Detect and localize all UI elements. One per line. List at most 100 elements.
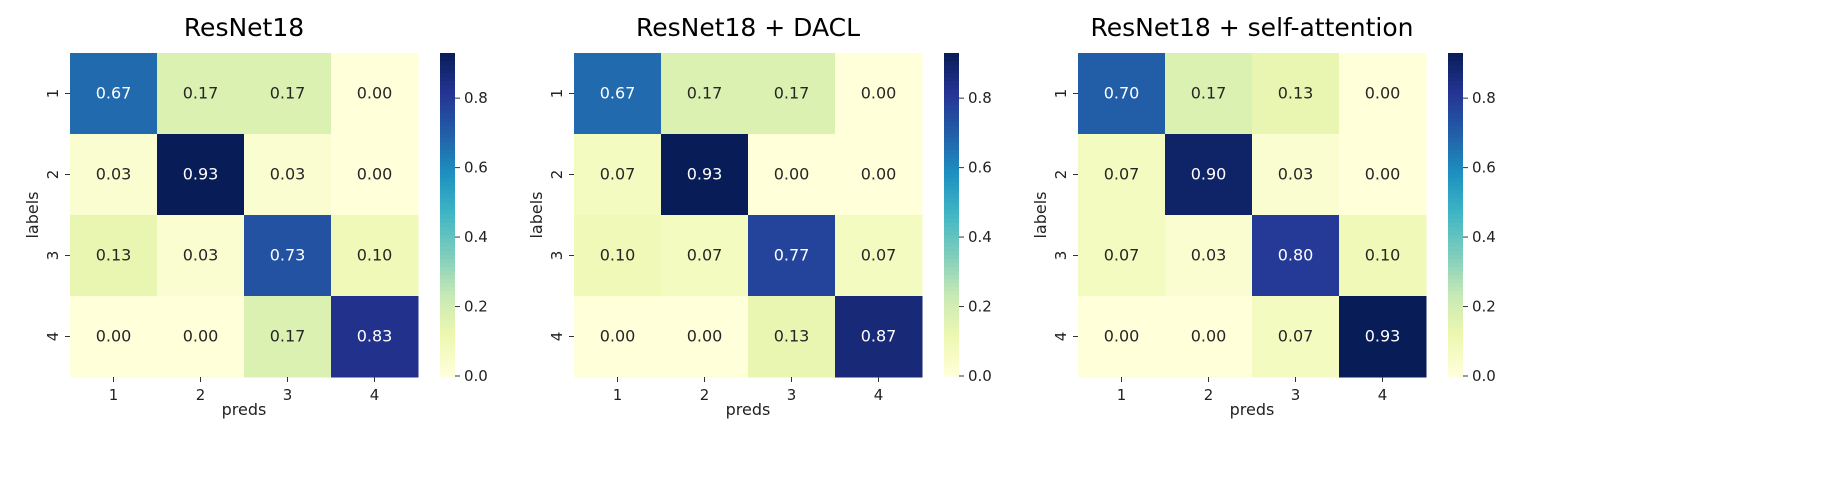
heatmap-cell [661,53,749,135]
colorbar-segment [944,206,959,212]
colorbar-segment [944,61,959,66]
heatmap-cell [70,53,158,135]
heatmap-cell [244,296,332,378]
colorbar-segment [1448,295,1463,300]
colorbar-segment [944,303,959,308]
cell-value-label: 0.00 [1365,165,1401,184]
colorbar-segment [1448,141,1463,147]
colorbar-segment [440,311,455,317]
cell-value-label: 0.80 [1278,246,1314,265]
heatmap-cell [331,134,419,216]
cell-value-label: 0.13 [774,327,810,346]
colorbar-segment [1448,61,1463,66]
panel-title: ResNet18 + DACL [636,13,860,42]
heatmap-cell [244,134,332,216]
colorbar-segment [944,367,959,373]
colorbar-tick-label: 0.4 [1472,228,1496,246]
heatmap-cell [1078,296,1166,378]
heatmap-cell [1165,215,1253,297]
y-tick-label: 2 [1052,170,1070,180]
colorbar-segment [1448,287,1463,292]
heatmap-cell [1339,53,1427,135]
heatmap-cell [244,215,332,297]
cell-value-label: 0.07 [600,165,636,184]
colorbar-segment [1448,186,1463,191]
colorbar-segment [1448,299,1463,304]
colorbar-segment [440,275,455,280]
colorbar-segment [944,81,959,86]
cell-value-label: 0.07 [861,246,897,265]
colorbar-segment [440,315,455,321]
heatmap-cell [331,296,419,378]
cell-value-label: 0.93 [687,165,723,184]
colorbar-segment [440,121,455,127]
cell-value-label: 0.03 [96,165,132,184]
colorbar-segment [440,170,455,175]
colorbar-segment [944,194,959,199]
colorbar-segment [440,65,455,70]
colorbar-segment [1448,97,1463,103]
heatmap-cell [1252,134,1340,216]
colorbar-segment [944,323,959,329]
colorbar-tick-label: 0.4 [968,228,992,246]
colorbar-segment [944,238,959,244]
colorbar-segment [944,347,959,353]
colorbar-segment [1448,198,1463,203]
colorbar-segment [1448,170,1463,175]
colorbar-segment [944,351,959,357]
colorbar-segment [440,174,455,179]
colorbar-segment [944,275,959,280]
colorbar-segment [440,113,455,119]
colorbar-segment [440,238,455,244]
cell-value-label: 0.07 [687,246,723,265]
colorbar-segment [1448,291,1463,296]
colorbar-segment [1448,230,1463,236]
colorbar-segment [440,226,455,232]
cell-value-label: 0.67 [96,84,132,103]
colorbar-segment [944,125,959,131]
cell-value-label: 0.17 [270,327,306,346]
colorbar-segment [440,271,455,276]
colorbar-segment [1448,238,1463,244]
colorbar-segment [440,101,455,107]
colorbar-segment [944,186,959,191]
heatmap-cell [157,215,245,297]
x-tick-label: 2 [700,386,710,404]
colorbar-segment [1448,137,1463,143]
colorbar-segment [1448,93,1463,99]
colorbar-segment [944,65,959,70]
heatmap-cell [70,215,158,297]
cell-value-label: 0.17 [270,84,306,103]
colorbar-segment [944,359,959,365]
heatmap-cell [661,296,749,378]
colorbar-segment [944,355,959,361]
colorbar-segment [440,299,455,304]
cell-value-label: 0.77 [774,246,810,265]
heatmap-cell [70,134,158,216]
colorbar-segment [1448,279,1463,284]
colorbar-segment [440,347,455,353]
cell-value-label: 0.00 [600,327,636,346]
colorbar-segment [1448,323,1463,329]
colorbar-segment [440,258,455,264]
heatmap-cell [835,53,923,135]
colorbar-segment [1448,283,1463,288]
colorbar-segment [1448,315,1463,321]
colorbar-segment [944,166,959,171]
colorbar-segment [944,137,959,143]
colorbar-segment [1448,117,1463,123]
colorbar-segment [440,218,455,224]
colorbar-segment [440,81,455,86]
cell-value-label: 0.07 [1104,165,1140,184]
colorbar-segment [440,303,455,308]
colorbar-segment [944,77,959,82]
colorbar-segment [944,69,959,74]
colorbar-segment [1448,226,1463,232]
heatmap-cell [157,53,245,135]
colorbar-segment [440,141,455,147]
cell-value-label: 0.03 [1191,246,1227,265]
cell-value-label: 0.93 [183,165,219,184]
heatmap-cell [1165,296,1253,378]
heatmap-panel-3: ResNet18 + self-attention 0.70 0.17 0.13 0.0… [1031,13,1496,419]
